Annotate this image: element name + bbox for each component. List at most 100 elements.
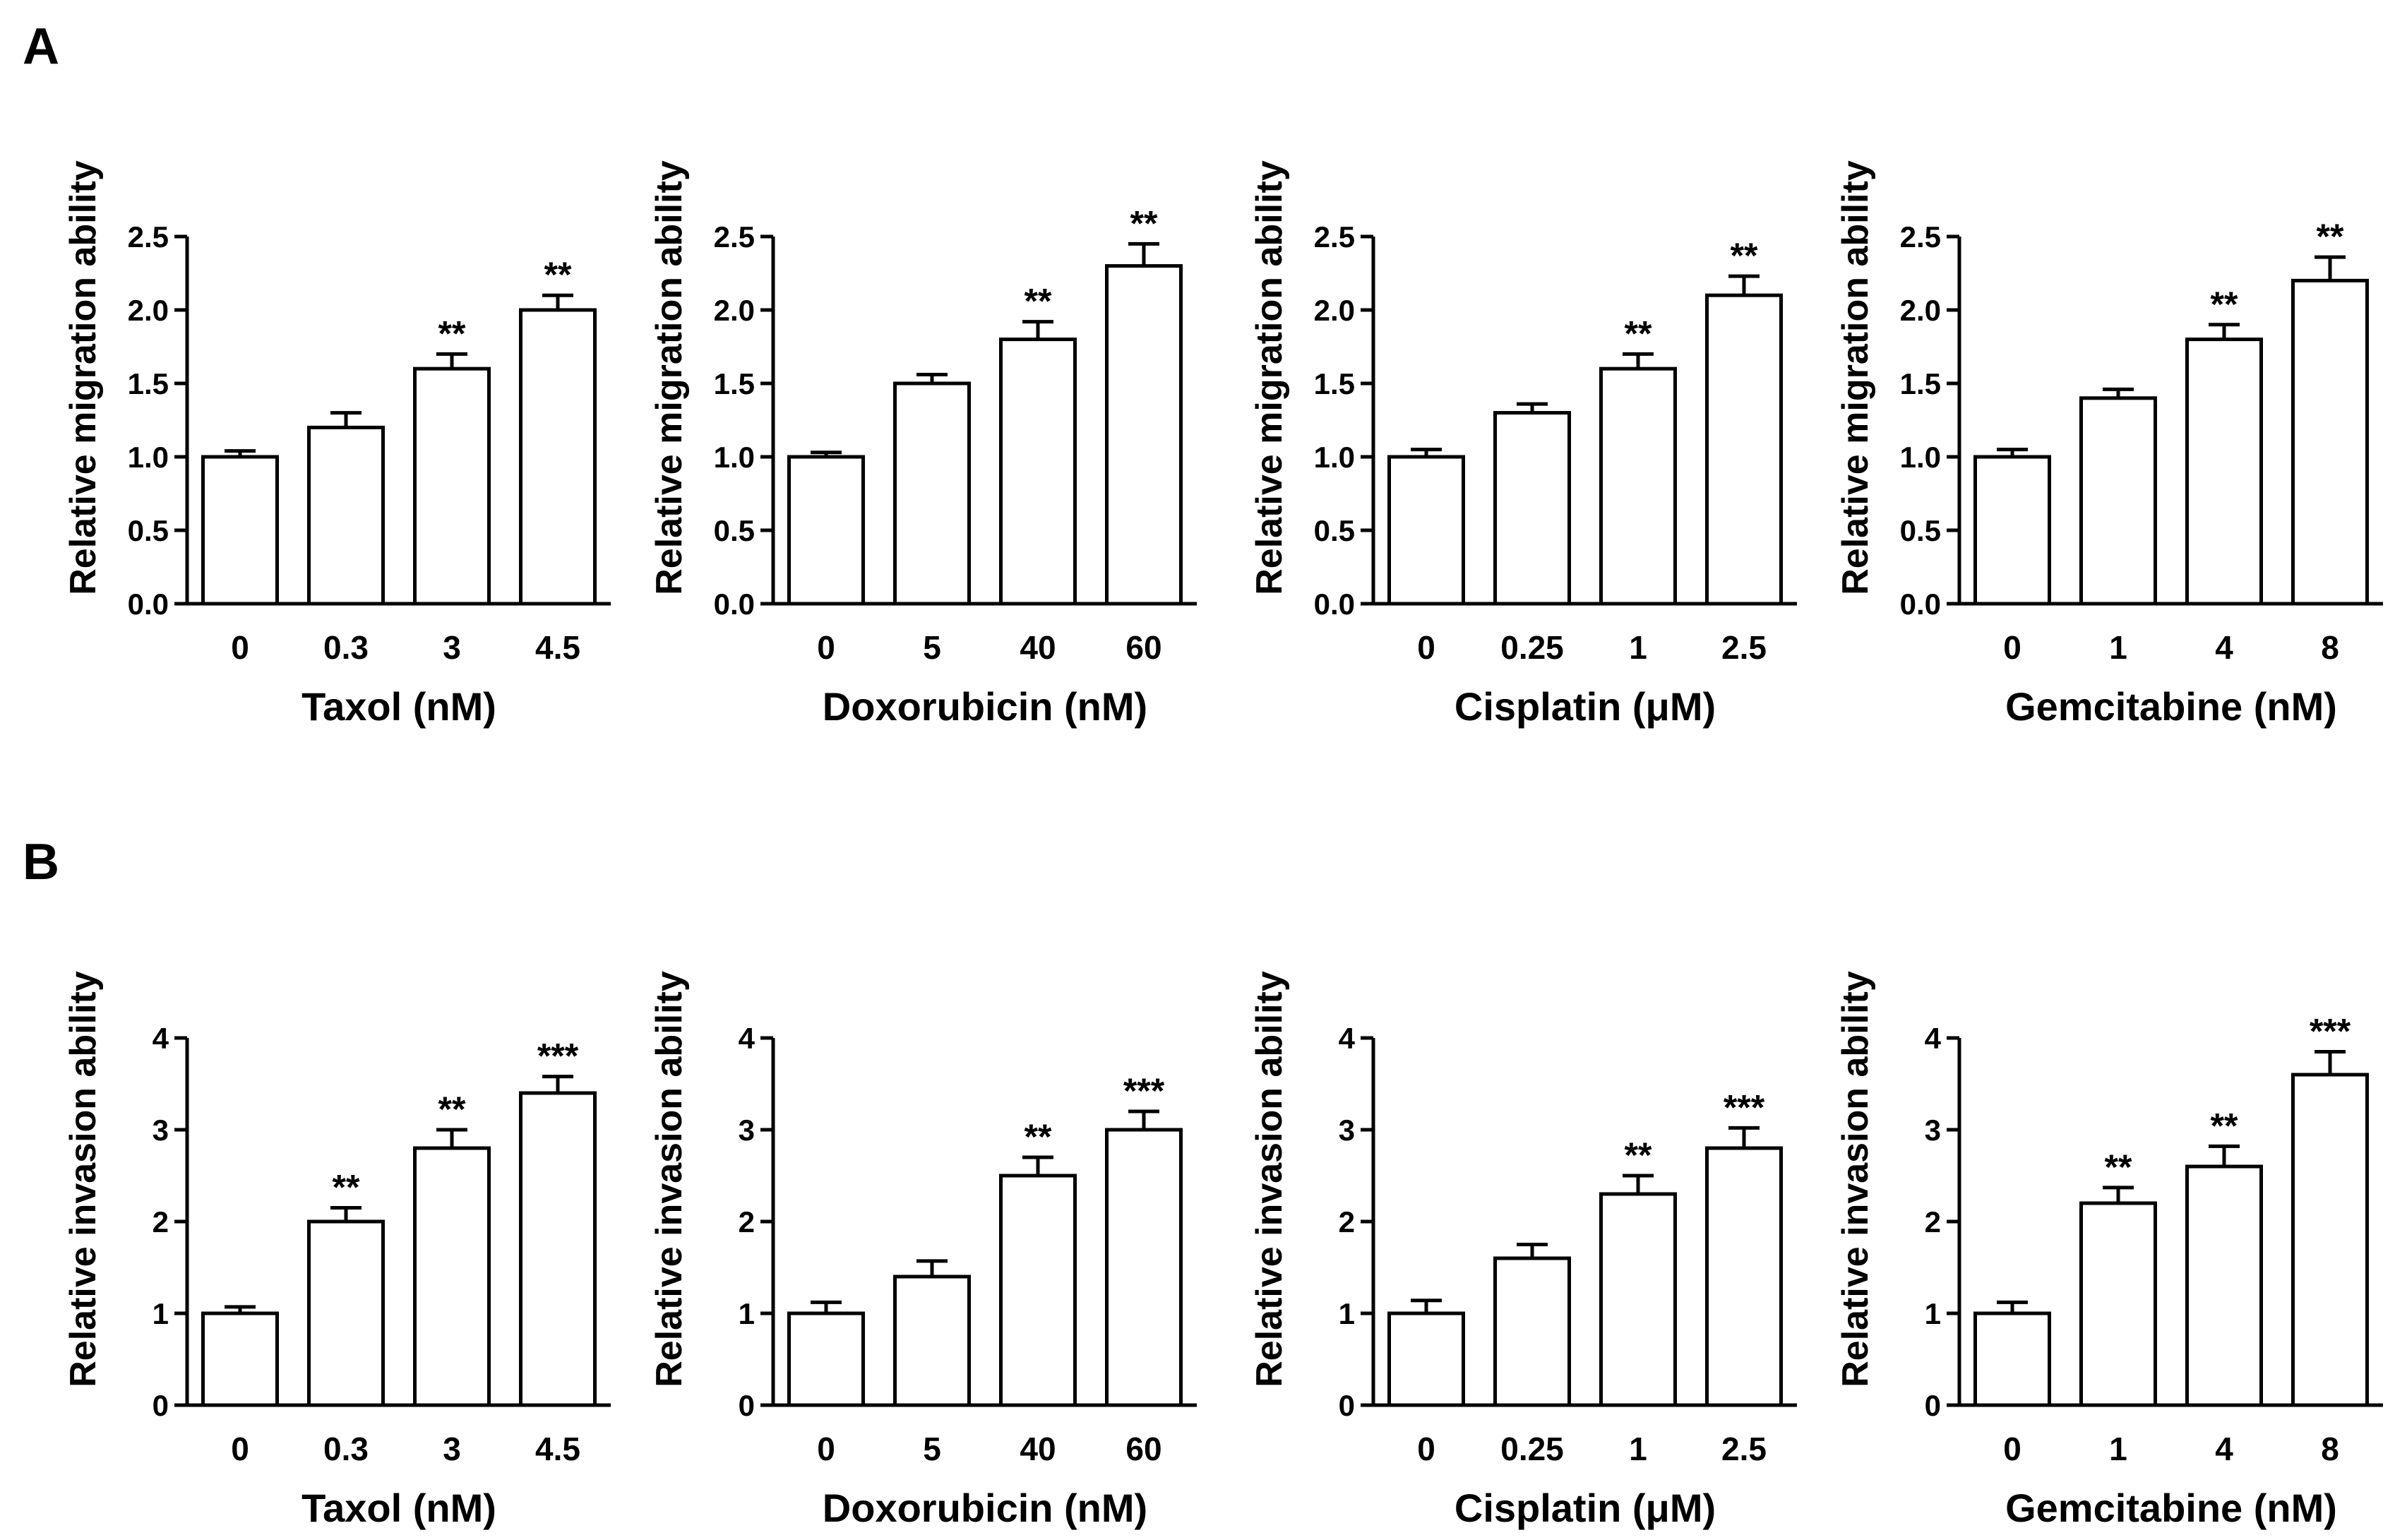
bar (413, 1146, 491, 1407)
significance-marker: ** (2211, 285, 2238, 324)
y-tick-label: 1 (739, 1297, 755, 1330)
y-tick-label: 4 (1925, 1022, 1942, 1055)
bar (1973, 455, 2051, 606)
x-tick-label: 2.5 (1721, 1431, 1767, 1467)
x-axis-title: Doxorubicin (nM) (823, 684, 1147, 729)
y-tick-label: 2.5 (1900, 220, 1941, 253)
bar (1973, 1311, 2051, 1407)
x-tick-label: 0 (2003, 1431, 2021, 1467)
x-tick-label: 0 (231, 1431, 249, 1467)
x-tick-label: 4.5 (535, 629, 580, 666)
x-tick-label: 0.3 (323, 629, 369, 666)
significance-marker: ** (2211, 1106, 2238, 1145)
bar (893, 1275, 971, 1407)
significance-marker: ** (1025, 1117, 1052, 1157)
significance-marker: ** (1025, 282, 1052, 321)
y-tick-label: 1.0 (128, 441, 169, 474)
significance-marker: ** (544, 255, 572, 294)
bar (519, 1091, 597, 1407)
y-tick-label: 2.0 (1900, 294, 1941, 327)
y-tick-label: 0.0 (128, 587, 169, 621)
x-tick-label: 0.25 (1500, 629, 1564, 666)
significance-marker: *** (2310, 1012, 2351, 1051)
y-tick-label: 1 (1339, 1297, 1355, 1330)
bar (893, 381, 971, 606)
significance-marker: ** (1625, 1135, 1652, 1175)
x-tick-label: 0 (817, 1431, 835, 1467)
y-tick-label: 4 (739, 1022, 755, 1055)
y-axis-title: Relative invasion ability (63, 971, 104, 1387)
x-tick-label: 0 (1417, 1431, 1435, 1467)
chart-b-1: 0 1 2 3 4 0 ** 0.3 ** 3 *** 4.5 Taxol (nM) Relative i… (63, 971, 611, 1530)
x-tick-label: 4 (2215, 1431, 2233, 1467)
x-tick-label: 5 (923, 1431, 941, 1467)
y-tick-label: 0 (1925, 1389, 1941, 1422)
y-tick-label: 3 (1339, 1114, 1355, 1147)
charts-container: 0.0 0.5 1.0 1.5 2.0 2.5 0 0.3 ** 3 ** 4.5 Taxol (nM)… (63, 160, 2383, 1530)
y-tick-label: 0 (153, 1389, 169, 1422)
panel-label-a: A (23, 18, 59, 75)
significance-marker: *** (537, 1037, 579, 1076)
bar (2291, 278, 2369, 606)
chart-a-4: 0.0 0.5 1.0 1.5 2.0 2.5 0 1 ** 4 ** 8 Gemcitabine (n… (1835, 160, 2383, 729)
panel-label-b: B (23, 834, 59, 890)
x-tick-label: 0.3 (323, 1431, 369, 1467)
y-tick-label: 0.0 (1314, 587, 1355, 621)
x-axis-title: Taxol (nM) (301, 1486, 496, 1530)
significance-marker: ** (2317, 217, 2344, 256)
x-tick-label: 3 (443, 629, 461, 666)
bar (1705, 293, 1783, 606)
significance-marker: *** (1724, 1087, 1765, 1127)
y-tick-label: 0.0 (1900, 587, 1941, 621)
significance-marker: *** (1123, 1071, 1165, 1111)
chart-a-3: 0.00.51.01.52.02.50 0.25**1**2.5Cisplatin… (1249, 160, 1797, 729)
bar (201, 455, 279, 606)
y-tick-label: 2.0 (714, 294, 755, 327)
x-tick-label: 40 (1020, 629, 1056, 666)
y-axis-title: Relative migration ability (649, 160, 690, 595)
y-tick-label: 4 (1339, 1022, 1356, 1055)
x-tick-label: 8 (2321, 629, 2339, 666)
significance-marker: ** (438, 314, 466, 353)
bar (201, 1311, 279, 1407)
x-axis-title: Taxol (nM) (301, 684, 496, 729)
significance-marker: ** (1130, 203, 1158, 243)
significance-marker: ** (438, 1090, 466, 1129)
x-axis-title: Cisplatin (μM) (1455, 684, 1716, 729)
bar (307, 425, 385, 606)
y-tick-label: 1.5 (1314, 367, 1355, 400)
x-tick-label: 1 (1629, 1431, 1647, 1467)
y-tick-label: 1 (153, 1297, 169, 1330)
y-axis-title: Relative invasion ability (1249, 971, 1290, 1387)
bar (413, 366, 491, 606)
x-tick-label: 5 (923, 629, 941, 666)
y-tick-label: 1 (1925, 1297, 1941, 1330)
y-tick-label: 0 (1339, 1389, 1355, 1422)
chart-a-2: 0.0 0.5 1.0 1.5 2.0 2.5 0 5 ** 40 ** 60 Doxorubicin … (649, 160, 1197, 729)
bar (2079, 1201, 2157, 1407)
y-tick-label: 0.5 (1900, 514, 1941, 547)
y-tick-label: 2 (153, 1205, 169, 1238)
y-tick-label: 0.5 (714, 514, 755, 547)
x-tick-label: 0.25 (1500, 1431, 1564, 1467)
y-tick-label: 0.0 (714, 587, 755, 621)
y-tick-label: 2.5 (128, 220, 169, 253)
bar (1493, 411, 1571, 606)
bar (1105, 1128, 1183, 1407)
y-tick-label: 2 (1925, 1205, 1941, 1238)
x-tick-label: 8 (2321, 1431, 2339, 1467)
y-tick-label: 1.5 (714, 367, 755, 400)
bar (2079, 396, 2157, 606)
bar (1599, 366, 1677, 606)
x-axis-title: Gemcitabine (nM) (2005, 1486, 2337, 1530)
y-axis-title: Relative invasion ability (649, 971, 690, 1387)
significance-marker: ** (2105, 1147, 2132, 1187)
x-tick-label: 2.5 (1721, 629, 1767, 666)
y-axis-title: Relative migration ability (1249, 160, 1290, 595)
y-tick-label: 2.0 (1314, 294, 1355, 327)
y-axis-title: Relative migration ability (63, 160, 104, 595)
y-tick-label: 0.5 (1314, 514, 1355, 547)
bar (2291, 1073, 2369, 1407)
